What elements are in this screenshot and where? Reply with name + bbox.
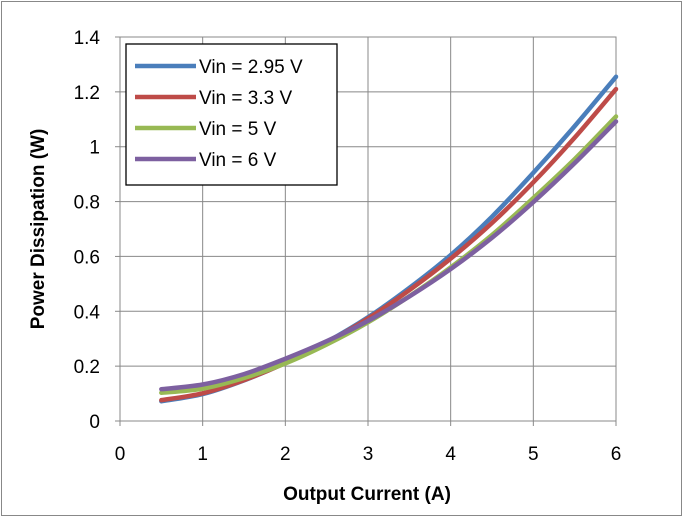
series-line-4 bbox=[159, 119, 619, 392]
plot-area bbox=[115, 36, 617, 426]
x-axis-ticks: 0 1 2 3 4 5 6 bbox=[115, 444, 622, 465]
x-tick-label: 4 bbox=[445, 444, 456, 465]
series-line-2 bbox=[159, 86, 619, 403]
legend-label-2: Vin = 3.3 V bbox=[199, 88, 292, 109]
y-axis-ticks: 0 0.2 0.4 0.6 0.8 1 1.2 1.4 bbox=[74, 28, 101, 433]
y-tick-label: 0 bbox=[89, 412, 100, 433]
series-layer bbox=[159, 74, 619, 404]
y-tick-label: 0.4 bbox=[74, 302, 101, 323]
x-tick-label: 6 bbox=[611, 444, 622, 465]
y-axis-label: Power Dissipation (W) bbox=[28, 129, 49, 330]
y-tick-label: 1 bbox=[89, 138, 100, 159]
x-tick-label: 2 bbox=[280, 444, 291, 465]
y-tick-label: 0.8 bbox=[74, 193, 100, 214]
y-tick-label: 1.4 bbox=[74, 28, 101, 49]
x-tick-label: 0 bbox=[115, 444, 126, 465]
x-axis-label: Output Current (A) bbox=[283, 484, 451, 505]
y-tick-label: 0.6 bbox=[74, 247, 100, 268]
x-tick-label: 5 bbox=[528, 444, 539, 465]
legend-label-3: Vin = 5 V bbox=[199, 119, 277, 140]
y-tick-label: 1.2 bbox=[74, 83, 100, 104]
legend-label-4: Vin = 6 V bbox=[199, 150, 277, 171]
legend-label-1: Vin = 2.95 V bbox=[199, 57, 303, 78]
x-tick-label: 1 bbox=[197, 444, 208, 465]
legend: Vin = 2.95 V Vin = 3.3 V Vin = 5 V Vin = 6 … bbox=[125, 43, 338, 186]
y-tick-label: 0.2 bbox=[74, 357, 100, 378]
x-tick-label: 3 bbox=[363, 444, 374, 465]
